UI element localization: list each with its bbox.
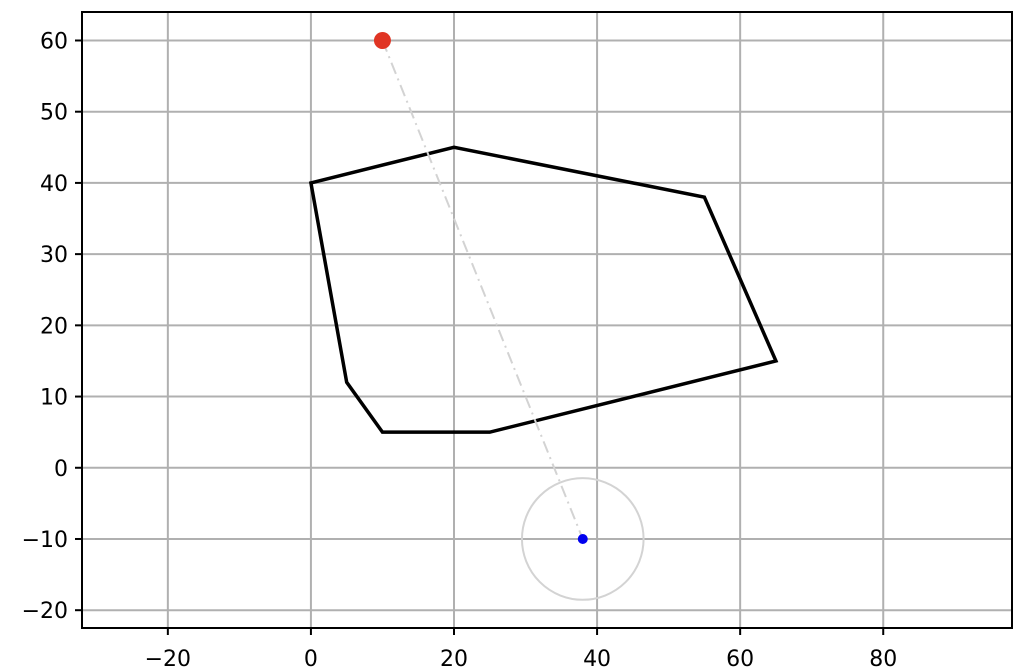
start-point-marker	[373, 31, 391, 49]
x-tick-label: −20	[145, 647, 191, 672]
y-tick-label: 0	[54, 457, 68, 482]
axis-ticks: −20 0 20 40 60 80 −20 −10 0 10 20 30 40 50 60	[22, 29, 898, 672]
y-tick-label: 40	[40, 172, 68, 197]
x-tick-label: 40	[583, 647, 611, 672]
y-tick-label: 10	[40, 386, 68, 411]
y-tick-label: 20	[40, 314, 68, 339]
x-tick-label: 20	[440, 647, 468, 672]
connector-line	[381, 40, 584, 540]
y-tick-label: 50	[40, 101, 68, 126]
end-point-marker	[577, 533, 588, 544]
y-tick-label: −20	[22, 599, 68, 624]
plot-area	[308, 31, 779, 601]
axes-frame	[81, 11, 1013, 629]
y-tick-label: 60	[40, 29, 68, 54]
x-tick-label: 60	[726, 647, 754, 672]
polygon-outline	[308, 145, 779, 434]
grid	[82, 12, 1012, 628]
y-tick-label: 30	[40, 243, 68, 268]
x-tick-label: 80	[869, 647, 897, 672]
x-tick-label: 0	[304, 647, 318, 672]
y-tick-label: −10	[22, 528, 68, 553]
range-circle	[520, 477, 645, 601]
